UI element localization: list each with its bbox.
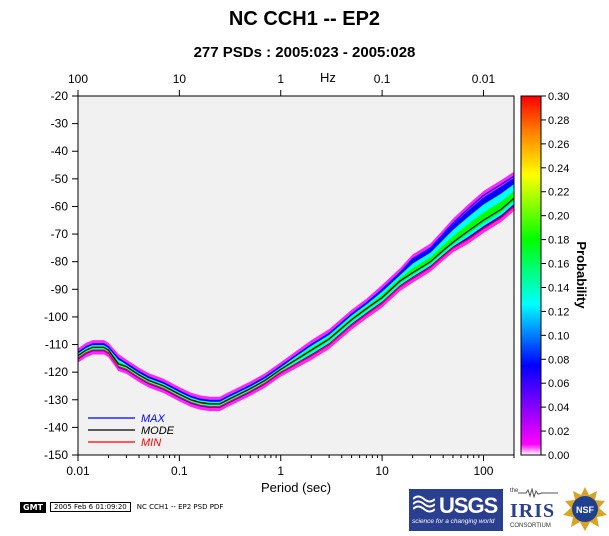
usgs-wordmark: USGS — [439, 493, 498, 518]
colorbar-tick-label: 0.26 — [548, 139, 569, 151]
y-axis: -20 -30 -40 -50 -60 -70 -80 -90 -100 -110 -120 -130… — [44, 89, 78, 462]
seismogram-icon — [518, 488, 558, 498]
y-tick-label: -90 — [51, 282, 69, 296]
colorbar-tick-label: 0.08 — [548, 354, 569, 366]
series-line-max — [77, 175, 515, 402]
y-tick-label: -70 — [51, 227, 69, 241]
plot-background — [78, 96, 514, 455]
usgs-tagline: science for a changing world — [412, 518, 495, 525]
y-tick-label: -80 — [51, 255, 69, 269]
top-axis-label: Hz — [320, 70, 336, 85]
y-tick-label: -110 — [45, 338, 68, 352]
y-tick-label: -150 — [44, 448, 68, 462]
legend-label-min: MIN — [141, 437, 161, 449]
series-lines — [77, 175, 515, 408]
y-tick-label: -30 — [51, 117, 69, 131]
chart-subtitle: 277 PSDs : 2005:023 - 2005:028 — [193, 44, 416, 61]
iris-logo: the IRIS CONSORTIUM — [508, 486, 560, 532]
colorbar-tick-label: 0.10 — [548, 330, 569, 342]
nsf-seal-icon — [563, 487, 607, 531]
x-axis: 0.01 0.1 1 10 100 — [66, 455, 515, 478]
legend-label-max: MAX — [141, 413, 166, 425]
colorbar-tick-label: 0.28 — [548, 115, 569, 127]
iris-the: the — [510, 488, 519, 494]
series-line-mode — [77, 197, 515, 405]
top-tick-label: 100 — [68, 72, 88, 86]
usgs-logo: USGS science for a changing world — [409, 489, 503, 531]
y-tick-label: -20 — [51, 89, 69, 103]
colorbar-tick-label: 0.18 — [548, 235, 569, 247]
y-tick-label: -120 — [44, 365, 68, 379]
colorbar-tick-label: 0.20 — [548, 211, 569, 223]
colorbar-tick-label: 0.30 — [548, 91, 569, 103]
nsf-text: NSF — [576, 505, 595, 515]
timestamp: 2005 Feb 6 01:09:20 — [49, 502, 131, 512]
colorbar-tick-label: 0.24 — [548, 163, 569, 175]
y-tick-label: -50 — [51, 172, 69, 186]
top-tick-label: 0.1 — [374, 72, 391, 86]
top-tick-label: 1 — [277, 72, 284, 86]
colorbar — [520, 95, 542, 456]
x-tick-label: 1 — [277, 464, 284, 478]
y-tick-label: -40 — [51, 144, 69, 158]
colorbar-axis: 0.00 0.02 0.04 0.06 0.08 0.10 0.12 0.14 0.16 0.18… — [541, 91, 569, 462]
top-tick-label: 10 — [173, 72, 187, 86]
iris-wordmark: IRIS — [510, 500, 556, 522]
legend-label-mode: MODE — [141, 425, 175, 437]
x-tick-label: 0.1 — [171, 464, 188, 478]
colorbar-tick-label: 0.02 — [548, 426, 569, 438]
colorbar-tick-label: 0.04 — [548, 402, 569, 414]
chart-title: NC CCH1 -- EP2 — [228, 8, 381, 30]
y-tick-label: -140 — [44, 420, 68, 434]
x-tick-label: 100 — [473, 464, 493, 478]
colorbar-tick-label: 0.16 — [548, 259, 569, 271]
x-tick-label: 0.01 — [66, 464, 90, 478]
top-tick-label: 0.01 — [472, 72, 496, 86]
iris-consortium: CONSORTIUM — [510, 523, 551, 529]
x-axis-label: Period (sec) — [261, 480, 331, 495]
y-tick-label: -60 — [51, 199, 69, 213]
gmt-stamp: GMT 2005 Feb 6 01:09:20 NC CCH1 -- EP2 P… — [20, 501, 223, 513]
colorbar-label: Probability — [574, 241, 589, 309]
series-line-min — [77, 206, 515, 408]
gmt-logo: GMT — [20, 501, 46, 513]
colorbar-tick-label: 0.06 — [548, 378, 569, 390]
x-tick-label: 10 — [375, 464, 389, 478]
colorbar-tick-label: 0.22 — [548, 187, 569, 199]
top-axis: 100 10 1 0.1 0.01 — [68, 72, 496, 96]
colorbar-tick-label: 0.00 — [548, 450, 569, 462]
colorbar-tick-label: 0.14 — [548, 282, 569, 294]
plot-frame — [77, 95, 515, 456]
footer-caption: NC CCH1 -- EP2 PSD PDF — [136, 503, 224, 511]
usgs-wave-icon — [413, 495, 435, 513]
y-tick-label: -100 — [44, 310, 68, 324]
band-cyan — [78, 184, 514, 407]
nsf-logo: NSF — [563, 487, 607, 531]
y-tick-label: -130 — [44, 393, 68, 407]
colorbar-tick-label: 0.12 — [548, 306, 569, 318]
